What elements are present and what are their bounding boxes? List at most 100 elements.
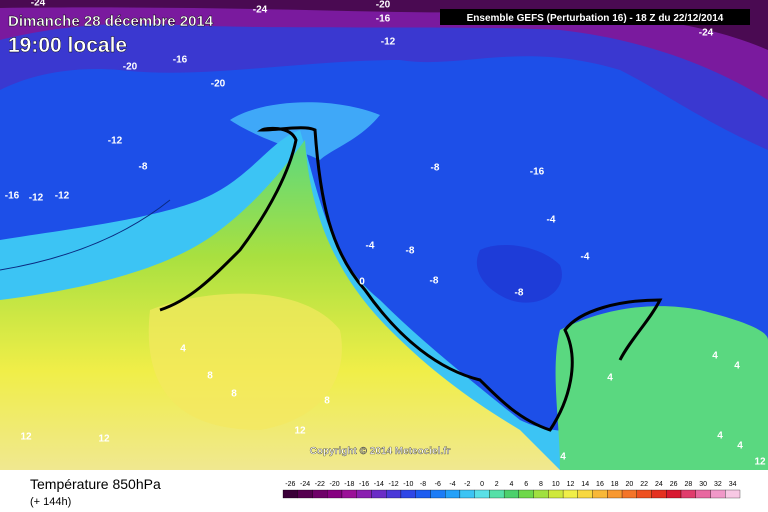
- scale-label: 4: [510, 481, 514, 488]
- scale-label: 26: [670, 481, 678, 488]
- scale-label: 34: [729, 481, 737, 488]
- contour-label: -4: [547, 215, 556, 226]
- contour-label: -12: [29, 193, 44, 204]
- contour-label: -12: [55, 191, 70, 202]
- scale-label: 24: [655, 481, 663, 488]
- footer-title: Température 850hPa: [30, 476, 161, 492]
- scale-label: -10: [403, 481, 413, 488]
- scale-label: -8: [420, 481, 426, 488]
- contour-label: 4: [717, 431, 723, 442]
- scale-label: 14: [581, 481, 589, 488]
- scale-label: -2: [464, 481, 470, 488]
- scale-label: 28: [685, 481, 693, 488]
- scale-swatch: [356, 489, 372, 499]
- scale-swatch: [415, 489, 431, 499]
- contour-label: 0: [359, 277, 365, 288]
- run-info-box: [440, 9, 750, 25]
- scale-swatch: [371, 489, 387, 499]
- contour-label: 4: [560, 452, 566, 463]
- contour-label: -8: [431, 163, 440, 174]
- contour-label: 4: [734, 361, 740, 372]
- scale-label: 16: [596, 481, 604, 488]
- scale-swatch: [386, 489, 402, 499]
- scale-swatch: [474, 489, 490, 499]
- scale-label: -20: [330, 481, 340, 488]
- scale-label: 22: [640, 481, 648, 488]
- contour-label: -4: [366, 241, 375, 252]
- scale-swatch: [548, 489, 564, 499]
- contour-label: -16: [173, 55, 188, 66]
- contour-label: 12: [98, 434, 110, 445]
- scale-label: -4: [449, 481, 455, 488]
- scale-swatch: [327, 489, 343, 499]
- contour-labels: -24 -24 -20 -16 -12 -24 -20 -16 -20 -12 -8 -16 -12 -1…: [5, 0, 766, 468]
- contour-label: -24: [253, 5, 268, 16]
- scale-swatch: [518, 489, 534, 499]
- scale-label: 8: [539, 481, 543, 488]
- scale-swatch: [695, 489, 711, 499]
- contour-label: -24: [699, 28, 714, 39]
- scale-swatch: [430, 489, 446, 499]
- scale-swatch: [341, 489, 357, 499]
- scale-swatch: [725, 489, 741, 499]
- scale-label: -18: [344, 481, 354, 488]
- scale-label: -22: [315, 481, 325, 488]
- scale-swatch: [636, 489, 652, 499]
- contour-label: -4: [581, 252, 590, 263]
- contour-label: 4: [737, 441, 743, 452]
- scale-label: 10: [552, 481, 560, 488]
- scale-swatch: [607, 489, 623, 499]
- contour-label: 12: [294, 426, 306, 437]
- scale-swatch: [489, 489, 505, 499]
- scale-label: -16: [359, 481, 369, 488]
- contour-label: -16: [376, 14, 391, 25]
- scale-label: 18: [611, 481, 619, 488]
- scale-swatch: [621, 489, 637, 499]
- contour-label: 4: [712, 351, 718, 362]
- scale-label: 30: [699, 481, 707, 488]
- scale-swatch: [282, 489, 298, 499]
- map: [0, 0, 768, 470]
- scale-swatch: [562, 489, 578, 499]
- scale-label: -12: [389, 481, 399, 488]
- scale-swatch: [680, 489, 696, 499]
- contour-label: -16: [530, 167, 545, 178]
- scale-swatch: [577, 489, 593, 499]
- contour-label: 8: [231, 389, 237, 400]
- scale-swatch: [592, 489, 608, 499]
- contour-label: 8: [207, 371, 213, 382]
- contour-label: 8: [324, 396, 330, 407]
- scale-swatch: [445, 489, 461, 499]
- contour-label: -12: [108, 136, 123, 147]
- scale-swatch: [533, 489, 549, 499]
- contour-label: -16: [5, 191, 20, 202]
- footer-lead: (+ 144h): [30, 496, 71, 508]
- contour-label: 12: [20, 432, 32, 443]
- contour-label: -12: [381, 37, 396, 48]
- contour-label: 12: [754, 457, 766, 468]
- color-scale: -26 -24 -22 -20 -18 -16 -14 -12 -10 -8 -6 -4 -2 0 2 4 6 8…: [282, 481, 741, 499]
- contour-label: -24: [31, 0, 46, 9]
- scale-label: 20: [626, 481, 634, 488]
- scale-label: -14: [374, 481, 384, 488]
- scale-label: 0: [480, 481, 484, 488]
- time-title: 19:00 locale: [8, 34, 127, 57]
- contour-label: -20: [376, 0, 391, 11]
- date-title: Dimanche 28 décembre 2014: [8, 13, 214, 30]
- scale-label: -6: [435, 481, 441, 488]
- contour-label: -20: [211, 79, 226, 90]
- scale-swatch: [503, 489, 520, 499]
- scale-label: 2: [495, 481, 499, 488]
- scale-label: -26: [285, 481, 295, 488]
- scale-swatch: [459, 489, 475, 499]
- scale-label: 6: [524, 481, 528, 488]
- contour-label: -20: [123, 62, 138, 73]
- scale-swatch: [651, 489, 667, 499]
- contour-label: -8: [430, 276, 439, 287]
- scale-swatch: [312, 489, 328, 499]
- copyright: Copyright © 2014 Meteociel.fr: [310, 446, 451, 457]
- scale-swatch: [666, 489, 682, 499]
- scale-swatch: [710, 489, 726, 499]
- scale-swatch: [297, 489, 313, 499]
